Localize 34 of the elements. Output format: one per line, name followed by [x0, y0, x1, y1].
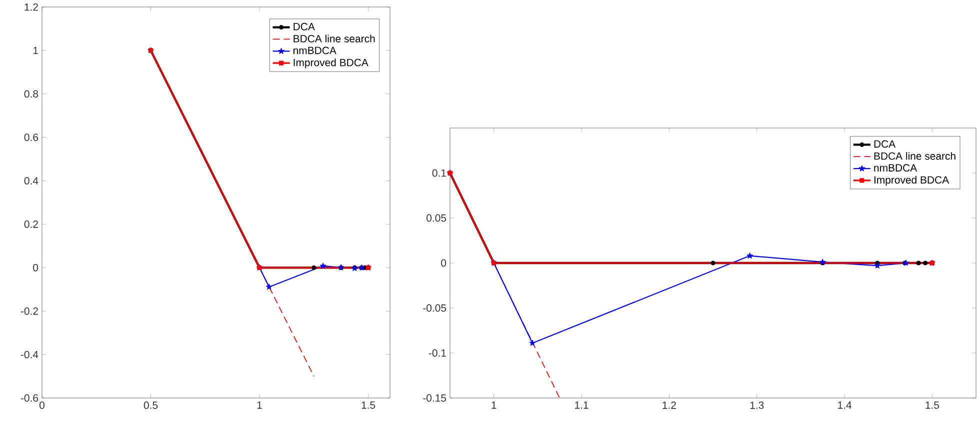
x-tick-label: 1: [257, 402, 262, 409]
y-tick-label: 0.05: [426, 214, 446, 222]
x-tick-label: 1.4: [838, 402, 852, 409]
x-tick-label: 1.3: [750, 402, 764, 409]
x-tick-label: 1.1: [575, 402, 588, 409]
legend-label: DCA: [294, 22, 315, 30]
y-tick-label: 0.4: [24, 177, 38, 184]
y-tick-label: 1.2: [24, 3, 38, 11]
x-tick-label: 1.2: [662, 402, 676, 409]
y-tick-label: -0.1: [428, 349, 446, 357]
legend-label: BDCA line search: [294, 34, 375, 42]
y-tick-label: -0.4: [20, 350, 38, 358]
y-tick-label: 0.1: [432, 169, 446, 177]
y-tick-label: 1: [33, 46, 38, 54]
y-tick-label: -0.6: [20, 394, 38, 402]
y-tick-label: 0.6: [24, 134, 38, 142]
y-tick-label: -0.2: [20, 307, 38, 315]
legend-label: Improved BDCA: [874, 176, 950, 186]
y-tick-label: 0: [33, 264, 38, 272]
x-tick-label: 0.5: [144, 402, 158, 409]
legend-label: Improved BDCA: [294, 58, 368, 68]
legend-label: nmBDCA: [874, 164, 918, 172]
x-tick-label: 1.5: [362, 402, 376, 409]
y-tick-label: -0.05: [423, 304, 446, 312]
legend-label: BDCA line search: [874, 152, 956, 160]
x-tick-label: 1.5: [926, 402, 940, 409]
legend-label: nmBDCA: [294, 46, 336, 54]
x-tick-label: 1: [492, 402, 496, 409]
y-tick-label: 0.8: [24, 90, 38, 98]
y-tick-label: -0.15: [423, 394, 446, 402]
y-tick-label: 0: [441, 259, 446, 267]
x-tick-label: 0: [40, 402, 44, 409]
legend-label: DCA: [874, 140, 896, 148]
y-tick-label: 0.2: [24, 220, 38, 228]
